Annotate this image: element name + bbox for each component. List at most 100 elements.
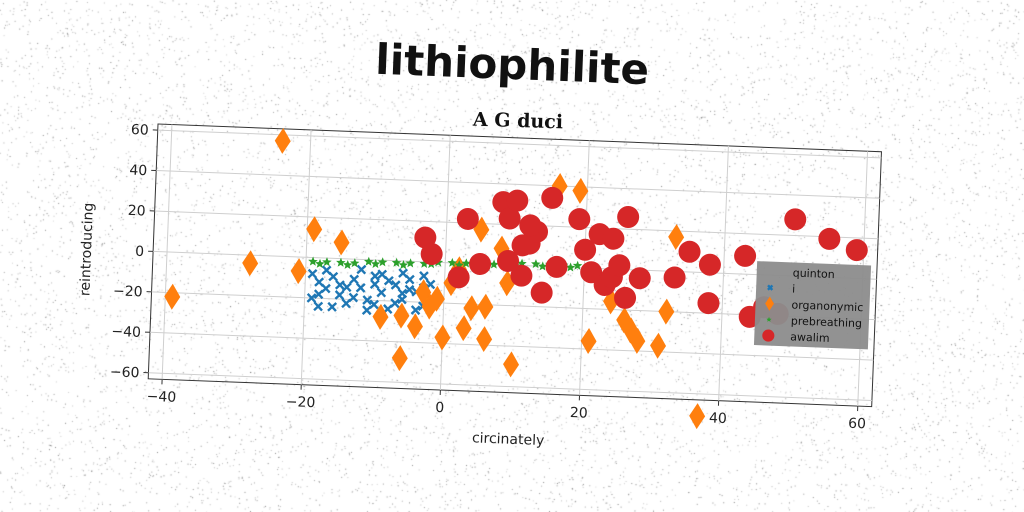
point-diamond-marker [476, 326, 493, 353]
y-tick-labels: −60 −40 −20 0 20 40 60 [110, 122, 158, 381]
point-circle-marker [519, 214, 542, 237]
point-circle-marker [568, 208, 591, 231]
point-diamond-marker [242, 250, 259, 277]
point-diamond-marker [616, 307, 633, 334]
point-diamond-marker [493, 235, 510, 262]
point-circle-marker [762, 329, 775, 342]
legend-label: quinton [792, 266, 834, 281]
point-diamond-marker [290, 258, 307, 285]
point-circle-marker [447, 266, 470, 289]
point-diamond-marker [629, 327, 646, 354]
point-x-marker [418, 271, 429, 281]
point-x-marker [389, 298, 400, 309]
point-star-marker [572, 260, 583, 270]
point-x-marker [410, 305, 421, 316]
point-star-marker [766, 316, 772, 322]
point-diamond-marker [274, 127, 291, 154]
point-diamond-marker [306, 216, 323, 243]
legend-label: organonymic [791, 298, 863, 314]
legend-label: prebreathing [791, 314, 863, 330]
point-star-marker [398, 260, 409, 270]
legend-item: i [767, 282, 796, 296]
y-tick-label: 0 [135, 244, 145, 260]
point-x-marker [390, 280, 401, 290]
point-x-marker [313, 289, 324, 300]
point-circle-marker [608, 254, 631, 277]
x-tick-label: 0 [435, 400, 445, 416]
point-diamond-marker [503, 351, 520, 378]
y-tick-label: −60 [110, 364, 140, 381]
point-diamond-marker [473, 216, 490, 243]
plot-group: −40 −20 0 20 40 60 −60 −40 −20 0 20 40 60 circinate… [77, 122, 882, 449]
point-x-marker [369, 299, 379, 310]
point-x-marker [369, 279, 380, 290]
point-x-marker [321, 265, 332, 276]
point-x-marker [383, 275, 394, 286]
point-diamond-marker [333, 229, 350, 256]
series-i [306, 264, 436, 316]
point-x-marker [306, 293, 317, 303]
point-circle-marker [469, 252, 492, 275]
point-star-marker [565, 262, 576, 272]
legend-box [753, 261, 872, 350]
x-tick-label: 20 [570, 405, 588, 422]
point-circle-marker [698, 253, 721, 276]
point-circle-marker [628, 267, 651, 290]
legend-label: awalim [790, 330, 830, 344]
point-circle-marker [617, 205, 640, 228]
point-star-marker [391, 257, 402, 267]
point-circle-marker [663, 266, 686, 289]
point-star-marker [461, 258, 471, 268]
point-star-marker [315, 258, 325, 269]
data-marks [164, 127, 868, 430]
point-diamond-marker [658, 298, 675, 325]
x-tick-label: 40 [709, 410, 727, 427]
point-circle-marker [845, 239, 868, 262]
point-x-marker [349, 274, 360, 285]
point-x-marker [356, 264, 367, 275]
point-star-marker [447, 257, 458, 268]
point-x-marker [334, 279, 345, 290]
point-diamond-marker [477, 293, 494, 320]
point-diamond-marker [463, 295, 480, 322]
point-x-marker [398, 268, 409, 279]
x-tick-labels: −40 −20 0 20 40 60 [146, 379, 866, 433]
point-star-marker [377, 257, 388, 267]
legend-item: awalim [762, 329, 830, 345]
point-circle-marker [818, 227, 841, 250]
point-diamond-marker [406, 313, 423, 340]
point-x-marker [370, 271, 381, 282]
grid-line-y [157, 129, 882, 159]
legend-label: i [792, 282, 796, 295]
point-circle-marker [456, 207, 479, 230]
point-diamond-marker [428, 285, 445, 312]
point-star-marker [336, 257, 346, 267]
point-x-marker [334, 290, 345, 300]
point-x-marker [341, 282, 352, 293]
x-axis-label: circinately [472, 430, 545, 449]
x-tick-label: −20 [285, 394, 315, 411]
grid-line-y [148, 372, 872, 402]
point-x-marker [307, 268, 318, 279]
point-circle-marker [614, 286, 637, 309]
y-axis-label: reintroducing [77, 202, 97, 296]
point-circle-marker [734, 244, 757, 267]
point-star-marker [349, 258, 360, 268]
point-diamond-marker [572, 177, 589, 204]
x-tick-label: −40 [146, 389, 176, 406]
point-circle-marker [602, 227, 625, 250]
y-tick-label: −20 [113, 283, 143, 300]
point-circle-marker [541, 186, 564, 209]
point-x-marker [767, 284, 774, 291]
point-circle-marker [574, 238, 597, 261]
point-x-marker [397, 288, 408, 299]
point-x-marker [362, 295, 373, 306]
point-diamond-marker [391, 345, 408, 372]
x-tick-label: 60 [848, 416, 866, 433]
point-x-marker [313, 301, 324, 312]
point-star-marker [531, 259, 541, 269]
point-star-marker [489, 259, 499, 269]
point-circle-marker [530, 281, 553, 304]
point-diamond-marker [434, 324, 451, 351]
